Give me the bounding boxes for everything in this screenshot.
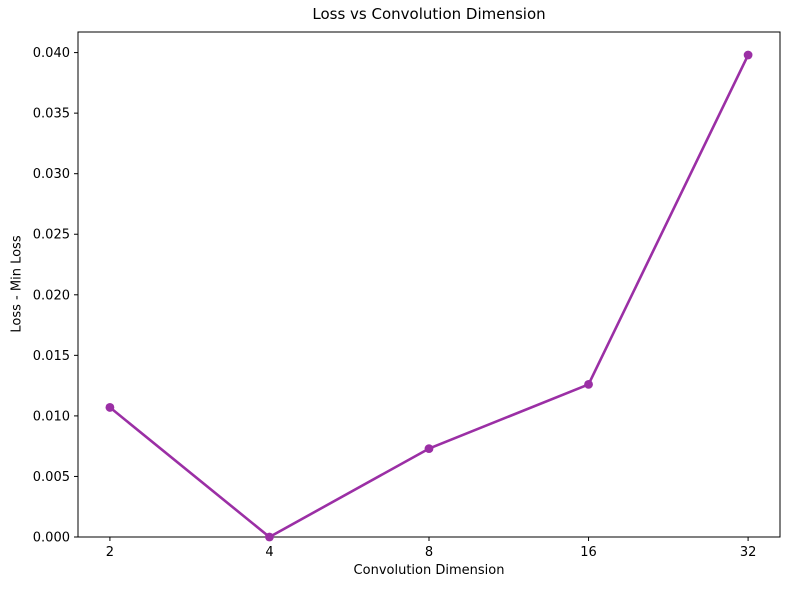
chart-line — [108, 53, 750, 539]
y-tick-label: 0.000 — [33, 531, 70, 546]
x-tick-label: 32 — [740, 545, 757, 560]
y-tick-label: 0.010 — [33, 409, 70, 424]
data-point — [743, 50, 753, 60]
data-point — [584, 380, 593, 389]
y-tick-label: 0.005 — [33, 470, 70, 485]
x-tick-label: 2 — [106, 545, 114, 560]
x-tick-label: 8 — [425, 545, 433, 560]
data-point — [105, 403, 115, 412]
y-tick-label: 0.025 — [33, 228, 70, 243]
x-tick-label: 4 — [265, 545, 273, 560]
x-tick-label: 16 — [580, 545, 597, 560]
y-tick-label: 0.015 — [33, 349, 70, 364]
chart-title: Loss vs Convolution Dimension — [312, 5, 546, 23]
x-axis-label: Convolution Dimension — [353, 563, 505, 578]
plot-border — [77, 31, 781, 538]
data-point — [265, 532, 274, 542]
data-point — [424, 444, 434, 453]
y-tick-label: 0.030 — [33, 167, 70, 182]
y-tick-label: 0.020 — [33, 288, 70, 303]
y-tick-label: 0.040 — [33, 46, 70, 61]
y-tick-label: 0.035 — [33, 107, 70, 122]
